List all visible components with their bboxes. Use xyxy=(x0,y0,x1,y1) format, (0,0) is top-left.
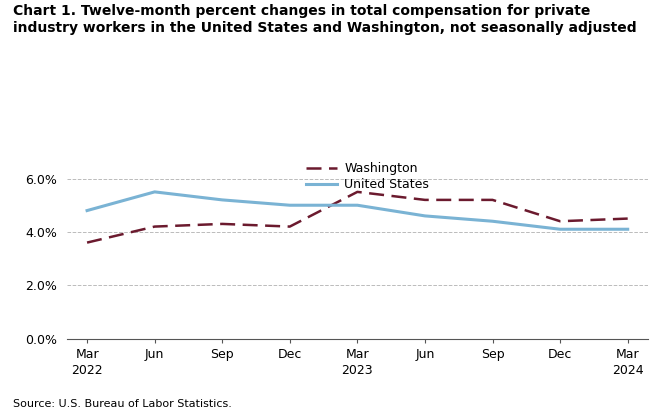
Washington xyxy=(556,219,564,224)
United States xyxy=(624,227,632,232)
United States xyxy=(488,219,496,224)
Washington xyxy=(421,197,429,202)
Washington xyxy=(624,216,632,221)
Washington xyxy=(218,221,226,226)
Text: Chart 1. Twelve-month percent changes in total compensation for private
industry: Chart 1. Twelve-month percent changes in… xyxy=(13,4,637,36)
Washington xyxy=(151,224,159,229)
United States xyxy=(286,203,294,208)
Line: Washington: Washington xyxy=(87,192,628,242)
Washington xyxy=(488,197,496,202)
Text: Source: U.S. Bureau of Labor Statistics.: Source: U.S. Bureau of Labor Statistics. xyxy=(13,399,232,409)
Legend: Washington, United States: Washington, United States xyxy=(301,157,434,196)
United States xyxy=(151,190,159,195)
United States xyxy=(83,208,91,213)
United States xyxy=(353,203,361,208)
United States xyxy=(556,227,564,232)
Washington xyxy=(353,190,361,195)
United States xyxy=(218,197,226,202)
Washington xyxy=(83,240,91,245)
United States xyxy=(421,214,429,218)
Washington xyxy=(286,224,294,229)
Line: United States: United States xyxy=(87,192,628,229)
